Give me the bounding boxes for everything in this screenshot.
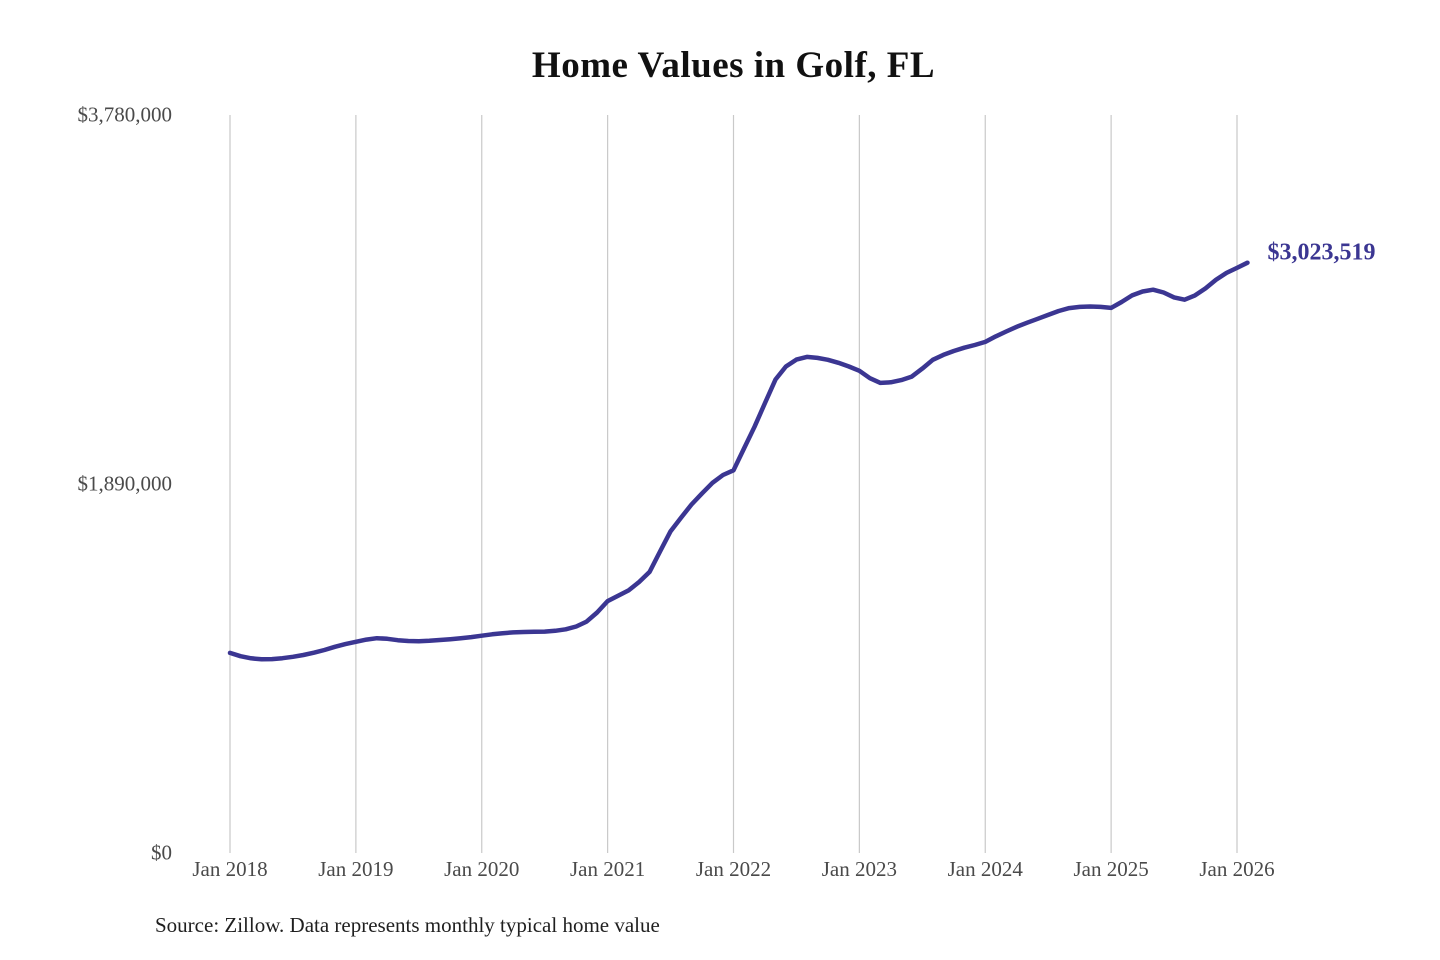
x-tick-jan-2023: Jan 2023: [821, 857, 897, 881]
y-tick-0: $0: [151, 840, 172, 865]
x-tick-jan-2022: Jan 2022: [695, 857, 772, 881]
chart-title: Home Values in Golf, FL: [531, 45, 936, 86]
source-note: Source: Zillow. Data represents monthly …: [155, 913, 660, 937]
x-tick-jan-2021: Jan 2021: [570, 857, 646, 881]
gridlines: [229, 115, 1238, 853]
y-tick-3780000: $3,780,000: [77, 102, 173, 127]
x-tick-jan-2024: Jan 2024: [947, 857, 1023, 881]
x-tick-jan-2020: Jan 2020: [444, 857, 520, 881]
x-tick-jan-2025: Jan 2025: [1073, 857, 1149, 881]
current-value-label: $3,023,519: [1267, 239, 1376, 266]
home-value-line: [227, 260, 1250, 662]
x-tick-jan-2018: Jan 2018: [192, 857, 268, 881]
x-tick-jan-2026: Jan 2026: [1199, 857, 1275, 881]
x-tick-jan-2019: Jan 2019: [318, 857, 394, 881]
y-tick-1890000: $1,890,000: [77, 471, 173, 496]
